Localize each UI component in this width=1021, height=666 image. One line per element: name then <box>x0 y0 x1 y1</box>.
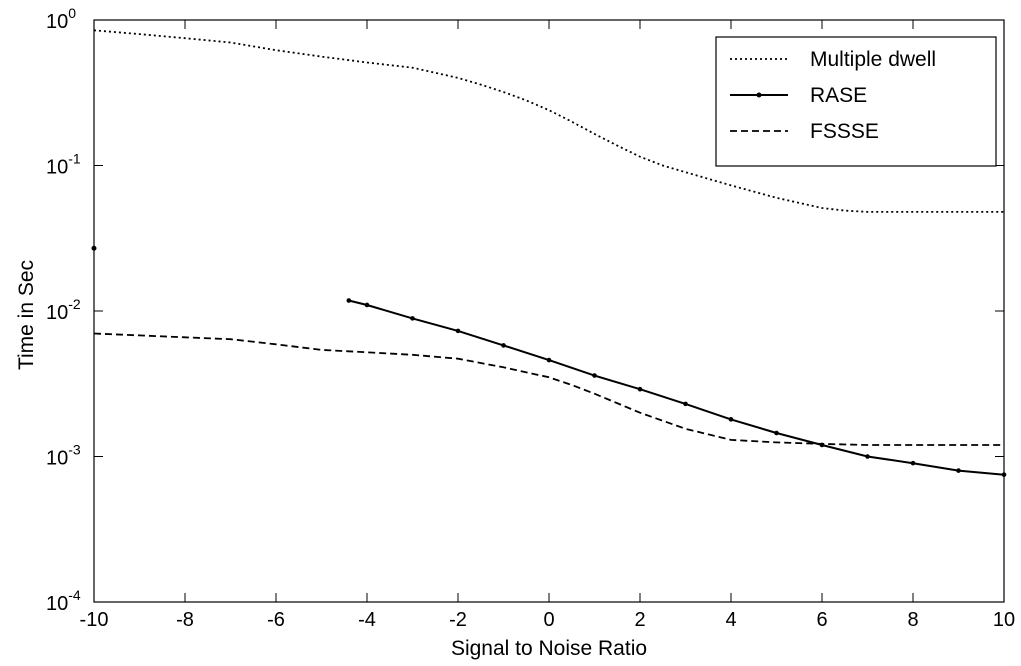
rase-point <box>410 316 415 321</box>
rase-point <box>774 430 779 436</box>
y-tick-label: 10-1 <box>46 151 81 179</box>
rase-point <box>455 328 461 334</box>
x-tick-label: 0 <box>543 609 554 631</box>
rase-point <box>956 468 961 473</box>
legend-label: FSSSE <box>810 120 879 143</box>
y-tick-exponent: 0 <box>68 5 76 21</box>
x-tick-label: 10 <box>993 609 1015 631</box>
axis-ticks <box>93 19 1005 603</box>
y-tick-exponent: -2 <box>68 296 81 312</box>
x-tick-label: 4 <box>725 609 736 631</box>
x-tick-label: -8 <box>176 609 194 631</box>
rase-point <box>546 357 552 363</box>
y-axis-title: Time in Sec <box>15 260 38 370</box>
rase-point <box>1001 472 1007 477</box>
rase-point <box>865 454 870 459</box>
rase-point <box>592 373 597 378</box>
x-tick-label: -6 <box>267 609 285 631</box>
x-tick-label: 6 <box>816 609 827 631</box>
y-tick-label: 10-4 <box>46 587 81 615</box>
y-tick-label: 100 <box>46 5 76 33</box>
legend-label: Multiple dwell <box>810 48 936 71</box>
x-tick-label: -4 <box>358 609 376 631</box>
rase-point <box>728 417 734 422</box>
legend: Multiple dwell RASE FSSSE <box>715 36 997 167</box>
x-axis-title: Signal to Noise Ratio <box>451 637 647 660</box>
y-tick-exponent: -4 <box>68 587 81 603</box>
rase-point <box>346 298 352 303</box>
rase-point <box>910 460 916 466</box>
series-line-fssse <box>93 332 1004 446</box>
rase-point <box>364 302 370 308</box>
series-line-rase <box>348 299 1005 476</box>
y-tick-exponent: -1 <box>68 151 81 167</box>
x-tick-label: -2 <box>449 609 467 631</box>
legend-marker <box>756 92 762 98</box>
series-line-multiple-dwell <box>93 29 1004 213</box>
rase-point <box>637 386 643 392</box>
y-tick-label: 10-2 <box>46 296 81 324</box>
series-group <box>91 29 1007 477</box>
legend-label: RASE <box>810 84 867 107</box>
y-tick-exponent: -3 <box>68 442 81 458</box>
rase-point <box>501 343 506 348</box>
x-tick-label: -10 <box>80 609 109 631</box>
y-tick-label: 10-3 <box>46 442 81 470</box>
x-tick-label: 2 <box>634 609 645 631</box>
stray-point-mark <box>91 245 97 251</box>
rase-point <box>683 401 688 407</box>
legend-box <box>715 36 997 167</box>
x-tick-label: 8 <box>907 609 918 631</box>
